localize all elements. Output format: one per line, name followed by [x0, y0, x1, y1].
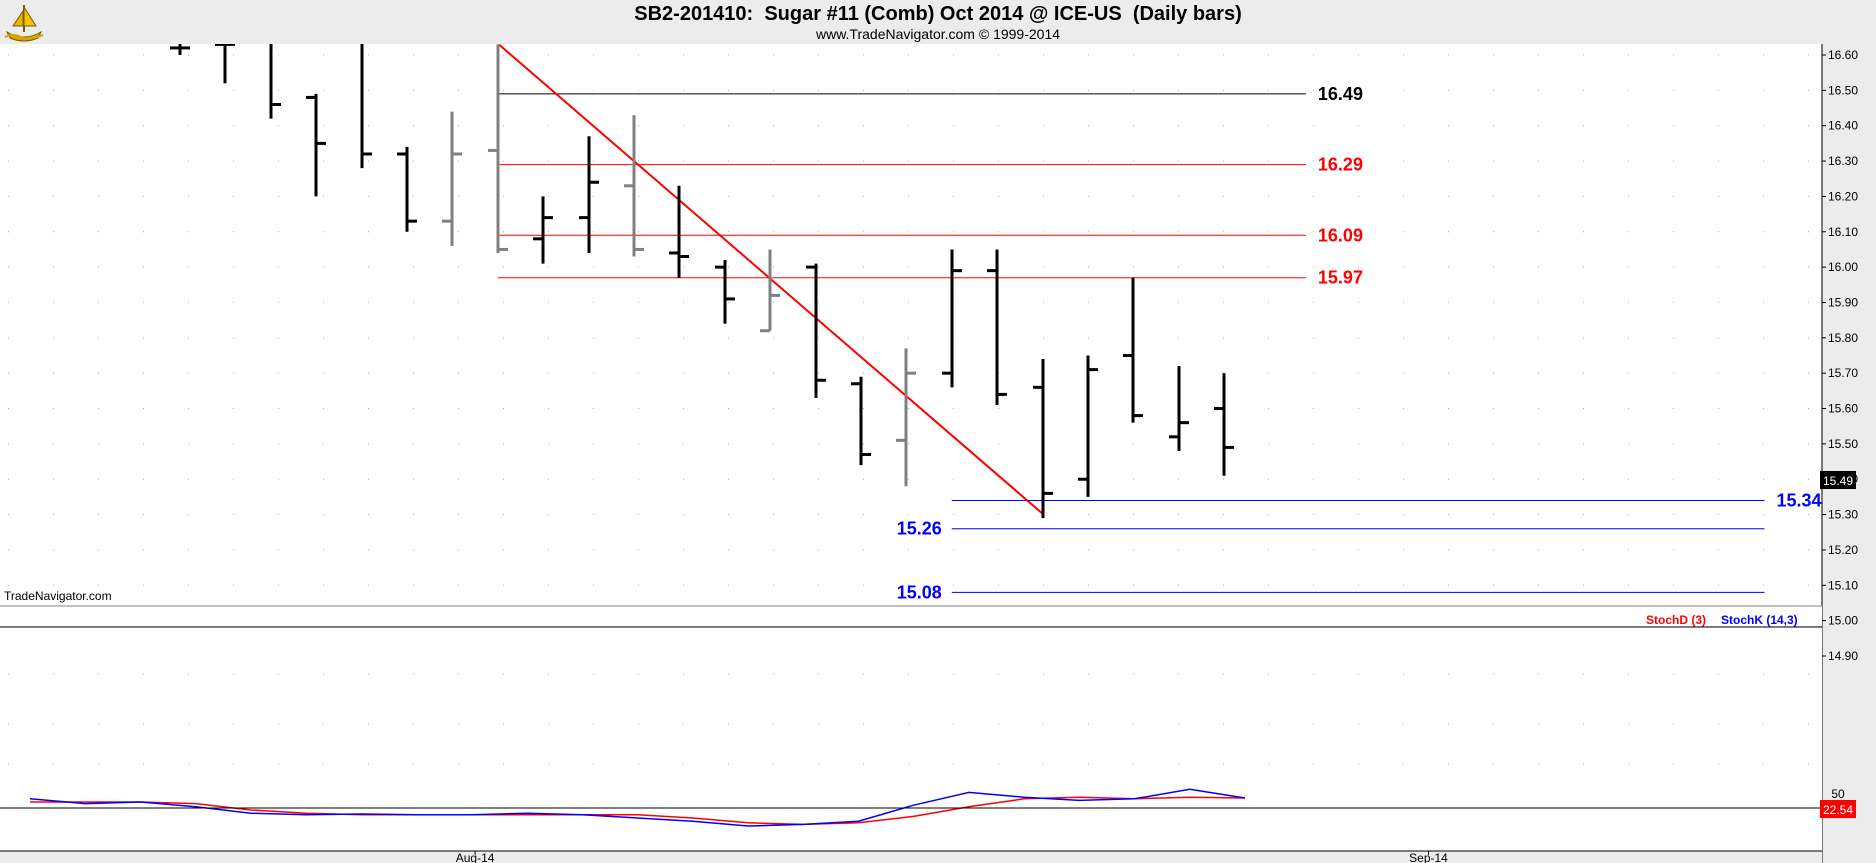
- ohlc-bar: [715, 260, 735, 324]
- level-label: 16.09: [1318, 225, 1363, 245]
- level-label: 15.97: [1318, 268, 1363, 288]
- y-tick-label: 15.20: [1828, 543, 1858, 557]
- y-tick-label: 15.30: [1828, 508, 1858, 522]
- ohlc-bar: [397, 146, 417, 232]
- ohlc-bar: [1033, 359, 1053, 519]
- ohlc-bar: [269, 44, 281, 119]
- level-label: 16.29: [1318, 155, 1363, 175]
- level-label: 15.34: [1776, 490, 1821, 510]
- ohlc-bar: [306, 93, 326, 197]
- ohlc-bar: [579, 136, 599, 253]
- level-label: 15.08: [897, 582, 942, 602]
- ohlc-bar: [987, 249, 1007, 405]
- y-tick-label: 14.90: [1828, 649, 1858, 663]
- ohlc-bar: [760, 249, 780, 333]
- ohlc-bar: [806, 263, 826, 398]
- stoch-last-badge: [1820, 800, 1856, 818]
- y-tick-label: 15.80: [1828, 331, 1858, 345]
- ohlc-bar: [1078, 355, 1098, 497]
- x-tick-label: Sep-14: [1409, 851, 1448, 863]
- last-price-badge: [1820, 471, 1856, 489]
- chart-subtitle: www.TradeNavigator.com © 1999-2014: [815, 26, 1061, 42]
- panel-separator: [0, 606, 1822, 612]
- y-tick-label: 15.00: [1828, 614, 1858, 628]
- ohlc-bar: [488, 44, 508, 253]
- legend-stochk: StochK (14,3): [1721, 613, 1798, 627]
- ohlc-bar: [669, 185, 689, 278]
- ohlc-bar: [1123, 277, 1143, 423]
- ohlc-bar: [896, 348, 916, 487]
- y-tick-label: 15.10: [1828, 578, 1858, 592]
- last-price-label: 15.49: [1823, 474, 1853, 488]
- y-tick-label: 16.00: [1828, 260, 1858, 274]
- tradenavigator-logo-icon: [4, 5, 44, 42]
- stoch-tick-50: 50: [1831, 787, 1845, 801]
- y-tick-label: 16.30: [1828, 154, 1858, 168]
- y-tick-label: 16.50: [1828, 83, 1858, 97]
- chart-area: 16.4916.2916.0915.9715.3415.2615.0814.95…: [0, 44, 1858, 863]
- y-tick-label: 15.60: [1828, 402, 1858, 416]
- ohlc-bar: [851, 376, 871, 466]
- legend-stochd: StochD (3): [1646, 613, 1706, 627]
- price-bars: [170, 44, 1234, 519]
- ohlc-bar: [360, 44, 372, 169]
- x-tick-label: Aug-14: [456, 851, 495, 863]
- y-tick-label: 15.70: [1828, 366, 1858, 380]
- ohlc-bar: [170, 44, 190, 55]
- ohlc-bar: [1169, 366, 1189, 451]
- x-axis-band: [0, 851, 1822, 863]
- ohlc-bar: [942, 249, 962, 388]
- y-tick-label: 16.10: [1828, 225, 1858, 239]
- chart-title: SB2-201410: Sugar #11 (Comb) Oct 2014 @ …: [634, 3, 1242, 25]
- level-label: 16.49: [1318, 84, 1363, 104]
- ohlc-bar: [533, 196, 553, 264]
- stochk-line: [29, 788, 1246, 827]
- price-panel-background: [0, 44, 1822, 606]
- level-label: 15.26: [897, 519, 942, 539]
- y-tick-label: 16.40: [1828, 119, 1858, 133]
- y-tick-label: 15.50: [1828, 437, 1858, 451]
- ohlc-bar: [442, 111, 462, 246]
- y-tick-label: 15.90: [1828, 295, 1858, 309]
- x-axis: Aug-14 Sep-14: [456, 851, 1448, 863]
- ohlc-bar: [215, 44, 235, 84]
- y-tick-label: 16.20: [1828, 189, 1858, 203]
- stoch-last-label: 22.54: [1823, 803, 1853, 817]
- ohlc-bar: [1214, 373, 1234, 476]
- indicator-legend-band: [0, 612, 1822, 626]
- ohlc-bar: [624, 115, 644, 257]
- price-axis: 16.60 16.50 16.40 16.30 16.20 16.10 16.00 15.90…: [1822, 48, 1858, 663]
- watermark-text: TradeNavigator.com: [4, 589, 112, 603]
- y-tick-label: 16.60: [1828, 48, 1858, 62]
- chart-header: SB2-201410: Sugar #11 (Comb) Oct 2014 @ …: [0, 0, 1876, 44]
